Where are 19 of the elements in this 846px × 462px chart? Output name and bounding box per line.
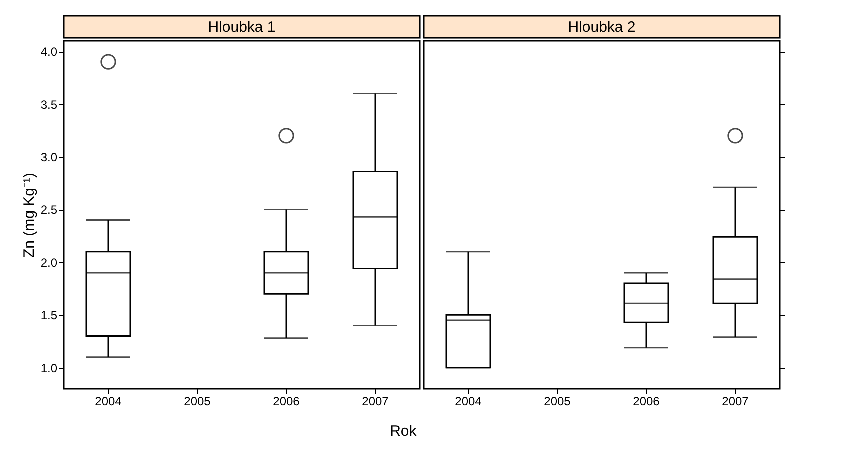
y-tick-label: 3.5 bbox=[40, 98, 58, 112]
y-tick-label: 2.5 bbox=[40, 203, 58, 218]
x-tick-label: 2007 bbox=[722, 394, 750, 408]
x-tick-label: 2004 bbox=[455, 394, 482, 408]
x-tick-label: 2004 bbox=[95, 394, 122, 408]
y-tick-label: 1.0 bbox=[40, 361, 58, 376]
x-axis-title: Rok bbox=[390, 422, 418, 440]
y-tick-label: 1.5 bbox=[40, 308, 58, 323]
x-tick-label: 2005 bbox=[184, 394, 212, 408]
chart-title: Hloubka 1 bbox=[208, 19, 276, 36]
chart-title: Hloubka 2 bbox=[568, 19, 636, 36]
y-tick-label: 4.0 bbox=[40, 45, 58, 60]
x-tick-label: 2006 bbox=[273, 394, 300, 408]
x-tick-label: 2007 bbox=[362, 394, 390, 408]
x-tick-label: 2006 bbox=[633, 394, 660, 408]
y-tick-label: 2.0 bbox=[40, 256, 58, 270]
y-axis-title: Zn (mg Kg⁻¹) bbox=[20, 172, 38, 258]
y-tick-label: 3.0 bbox=[40, 150, 58, 164]
x-tick-label: 2005 bbox=[544, 394, 572, 408]
